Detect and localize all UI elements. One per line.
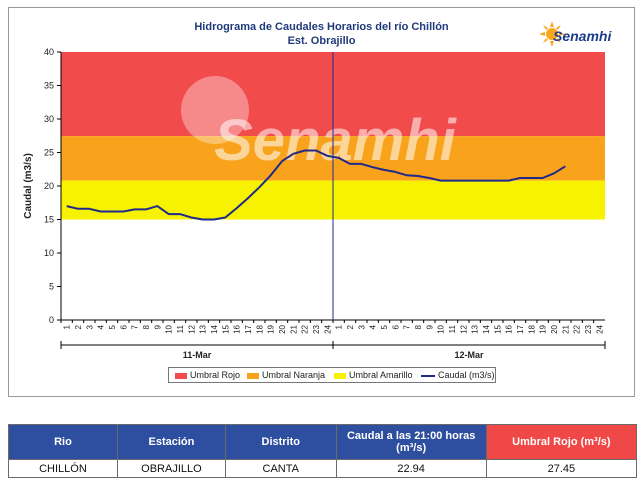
- x-tick-label: 1: [63, 324, 72, 329]
- table-row: CHILLÓN OBRAJILLO CANTA 22.94 27.45: [8, 459, 638, 478]
- legend-label-naranja: Umbral Naranja: [262, 370, 326, 380]
- x-tick-label: 6: [119, 324, 128, 329]
- legend-label-amarillo: Umbral Amarillo: [349, 370, 413, 380]
- cell-distrito: CANTA: [224, 459, 337, 478]
- x-tick-label: 5: [108, 324, 117, 329]
- x-tick-label: 4: [369, 324, 378, 329]
- x-tick-label: 1: [335, 324, 344, 329]
- y-tick-label: 10: [44, 248, 54, 258]
- y-tick-label: 30: [44, 114, 54, 124]
- x-tick-label: 20: [550, 324, 559, 333]
- x-tick-label: 6: [391, 324, 400, 329]
- x-tick-label: 9: [153, 324, 162, 329]
- y-tick-label: 5: [49, 282, 54, 292]
- x-tick-label: 19: [539, 324, 548, 333]
- y-tick-label: 15: [44, 215, 54, 225]
- legend-swatch-rojo: [175, 372, 187, 379]
- x-tick-label: 11: [176, 324, 185, 333]
- header-distrito: Distrito: [224, 424, 337, 460]
- x-tick-label: 8: [142, 324, 151, 329]
- legend-label-caudal: Caudal (m3/s): [438, 370, 495, 380]
- x-tick-label: 11: [448, 324, 457, 333]
- x-tick-label: 15: [221, 324, 230, 333]
- x-tick-label: 13: [199, 324, 208, 333]
- x-tick-label: 14: [210, 324, 219, 333]
- legend-item-caudal: Caudal (m3/s): [421, 370, 495, 381]
- x-tick-label: 2: [346, 324, 355, 329]
- legend-swatch-amarillo: [334, 372, 346, 379]
- x-tick-label: 9: [425, 324, 434, 329]
- y-tick-label: 0: [49, 315, 54, 325]
- x-tick-label: 14: [482, 324, 491, 333]
- legend-line-caudal: [421, 374, 435, 377]
- x-tick-label: 21: [289, 324, 298, 333]
- x-tick-label: 2: [74, 324, 83, 329]
- day-label: 12-Mar: [454, 350, 484, 360]
- x-tick-label: 10: [437, 324, 446, 333]
- x-tick-label: 21: [561, 324, 570, 333]
- x-tick-label: 16: [505, 324, 514, 333]
- x-tick-label: 13: [471, 324, 480, 333]
- y-tick-label: 35: [44, 81, 54, 91]
- x-tick-label: 7: [403, 324, 412, 329]
- header-rio: Rio: [8, 424, 118, 460]
- cell-caudal: 22.94: [335, 459, 487, 478]
- x-tick-label: 12: [187, 324, 196, 333]
- x-tick-label: 23: [312, 324, 321, 333]
- x-tick-label: 24: [595, 324, 604, 333]
- x-tick-label: 16: [233, 324, 242, 333]
- y-tick-label: 25: [44, 148, 54, 158]
- x-tick-label: 17: [516, 324, 525, 333]
- chart-title: Hidrograma de Caudales Horarios del río …: [194, 21, 449, 33]
- x-tick-label: 19: [267, 324, 276, 333]
- header-caudal: Caudal a las 21:00 horas (m³/s): [335, 424, 487, 460]
- x-tick-label: 12: [459, 324, 468, 333]
- header-umbral-rojo: Umbral Rojo (m³/s): [485, 424, 638, 460]
- cell-estacion: OBRAJILLO: [116, 459, 226, 478]
- legend: Umbral Rojo Umbral Naranja Umbral Amaril…: [168, 367, 496, 383]
- x-tick-label: 3: [357, 324, 366, 329]
- legend-item-amarillo: Umbral Amarillo: [334, 370, 413, 381]
- y-axis-label: Caudal (m3/s): [23, 153, 34, 219]
- x-tick-label: 5: [380, 324, 389, 329]
- legend-swatch-naranja: [247, 372, 259, 379]
- x-tick-label: 24: [323, 324, 332, 333]
- watermark-text: Senamhi: [214, 108, 458, 173]
- x-tick-label: 4: [97, 324, 106, 329]
- cell-umbral-rojo: 27.45: [485, 459, 638, 478]
- x-tick-label: 10: [165, 324, 174, 333]
- series-line-caudal: [66, 149, 566, 221]
- x-tick-label: 3: [85, 324, 94, 329]
- senamhi-sun-logo-icon: [540, 21, 565, 47]
- day-label: 11-Mar: [183, 350, 212, 360]
- legend-item-naranja: Umbral Naranja: [247, 370, 325, 381]
- station-info-table: Rio Estación Distrito Caudal a las 21:00…: [8, 424, 638, 478]
- x-tick-label: 23: [584, 324, 593, 333]
- table-header-row: Rio Estación Distrito Caudal a las 21:00…: [8, 424, 638, 460]
- cell-rio: CHILLÓN: [8, 459, 118, 478]
- x-tick-label: 20: [278, 324, 287, 333]
- x-tick-label: 17: [244, 324, 253, 333]
- x-tick-label: 8: [414, 324, 423, 329]
- x-tick-label: 7: [131, 324, 140, 329]
- y-tick-label: 40: [44, 47, 54, 57]
- x-tick-label: 18: [527, 324, 536, 333]
- x-tick-label: 22: [301, 324, 310, 333]
- x-tick-label: 22: [573, 324, 582, 333]
- x-tick-label: 18: [255, 324, 264, 333]
- watermark-sun-icon: [181, 76, 249, 144]
- legend-label-rojo: Umbral Rojo: [190, 370, 241, 380]
- y-tick-label: 20: [44, 181, 54, 191]
- header-estacion: Estación: [116, 424, 226, 460]
- chart-subtitle: Est. Obrajillo: [287, 35, 356, 47]
- x-tick-label: 15: [493, 324, 502, 333]
- logo-text: Senamhi: [553, 28, 612, 44]
- legend-item-rojo: Umbral Rojo: [175, 370, 240, 381]
